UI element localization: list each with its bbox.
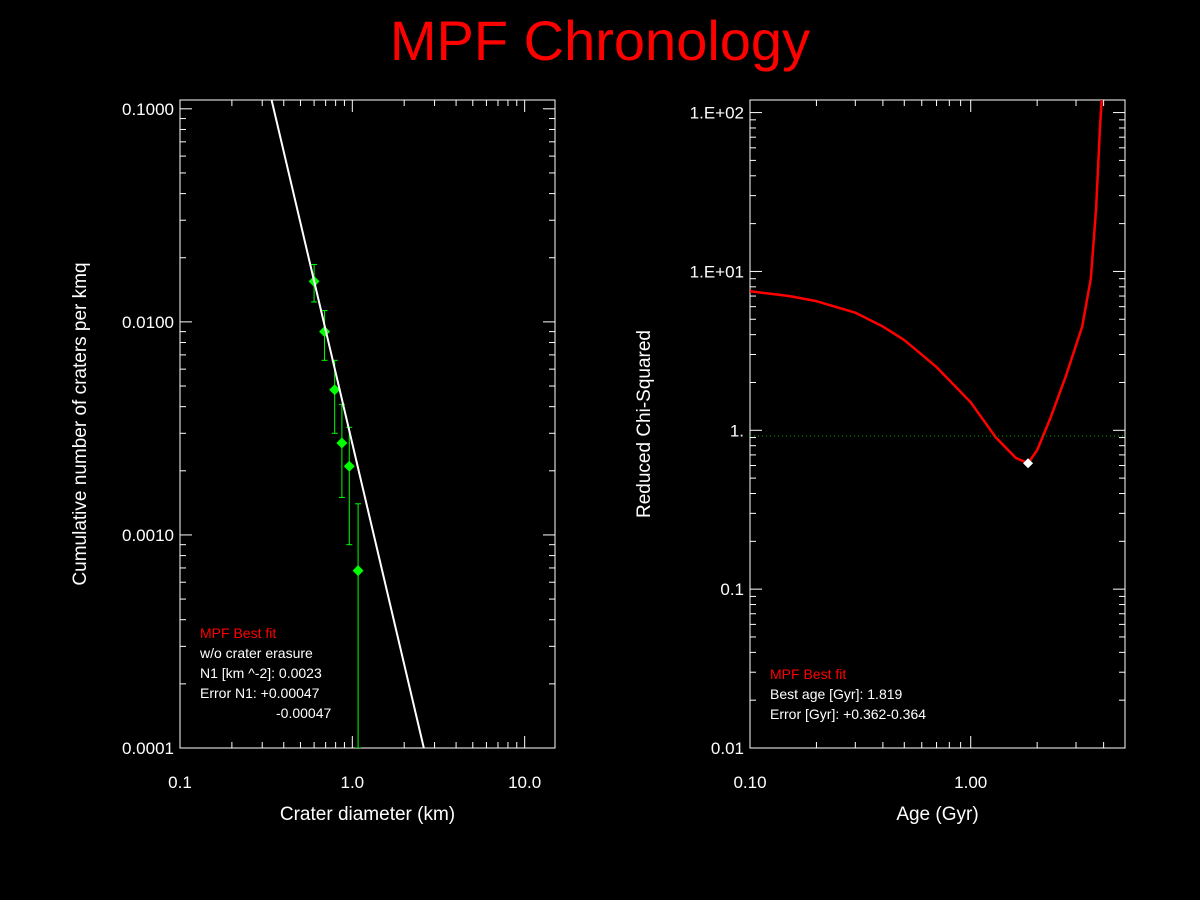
panel-2-x-axis-label: Age (Gyr) bbox=[896, 804, 978, 825]
fit-line bbox=[270, 100, 425, 748]
panel-2-y-tick-label: 1.E+02 bbox=[690, 104, 744, 123]
panel-2-x-tick-label: 1.00 bbox=[954, 773, 987, 792]
panel-1-y-tick-label: 0.0001 bbox=[122, 739, 174, 758]
panel-2-y-tick-label: 0.01 bbox=[711, 739, 744, 758]
panel-2-x-tick-label: 0.10 bbox=[733, 773, 766, 792]
panel-2-y-tick-label: 0.1 bbox=[720, 580, 744, 599]
panel-2-annotation-line: Error [Gyr]: +0.362-0.364 bbox=[770, 706, 926, 722]
panel-1-annotation-line: -0.00047 bbox=[276, 705, 331, 721]
panel-1-annotation-line: Error N1: +0.00047 bbox=[200, 685, 320, 701]
panel-1-x-tick-label: 1.0 bbox=[341, 773, 365, 792]
chi-squared-curve bbox=[750, 100, 1103, 465]
panel-1-y-tick-label: 0.0100 bbox=[122, 313, 174, 332]
panel-1-annotation-heading: MPF Best fit bbox=[200, 625, 276, 641]
data-point bbox=[329, 384, 341, 396]
panel-2-frame bbox=[749, 99, 1126, 749]
data-point bbox=[343, 460, 355, 472]
panel-2-annotation-heading: MPF Best fit bbox=[770, 666, 846, 682]
panel-1-frame bbox=[179, 99, 556, 749]
panel-1-plot-area bbox=[270, 100, 425, 748]
panel-2-y-tick-label: 1. bbox=[730, 421, 744, 440]
panel-1-annotation-line: N1 [km ^-2]: 0.0023 bbox=[200, 665, 322, 681]
panel-1-x-tick-label: 10.0 bbox=[508, 773, 541, 792]
panel-1-x-tick-label: 0.1 bbox=[168, 773, 192, 792]
panel-1-y-axis-label: Cumulative number of craters per kmq bbox=[70, 262, 91, 585]
panel-2-y-tick-label: 1.E+01 bbox=[690, 262, 744, 281]
panel-1-x-axis-label: Crater diameter (km) bbox=[280, 804, 455, 825]
panel-1-annotation-line: w/o crater erasure bbox=[199, 645, 313, 661]
page-title: MPF Chronology bbox=[389, 9, 811, 72]
best-fit-marker bbox=[1023, 458, 1034, 469]
data-point bbox=[352, 565, 364, 577]
panel-2-y-axis-label: Reduced Chi-Squared bbox=[634, 330, 655, 518]
data-point bbox=[336, 437, 348, 449]
panel-1-y-tick-label: 0.1000 bbox=[122, 100, 174, 119]
panel-2-plot-area bbox=[750, 100, 1125, 469]
panel-2-annotation-line: Best age [Gyr]: 1.819 bbox=[770, 686, 903, 702]
panel-1-y-tick-label: 0.0010 bbox=[122, 526, 174, 545]
